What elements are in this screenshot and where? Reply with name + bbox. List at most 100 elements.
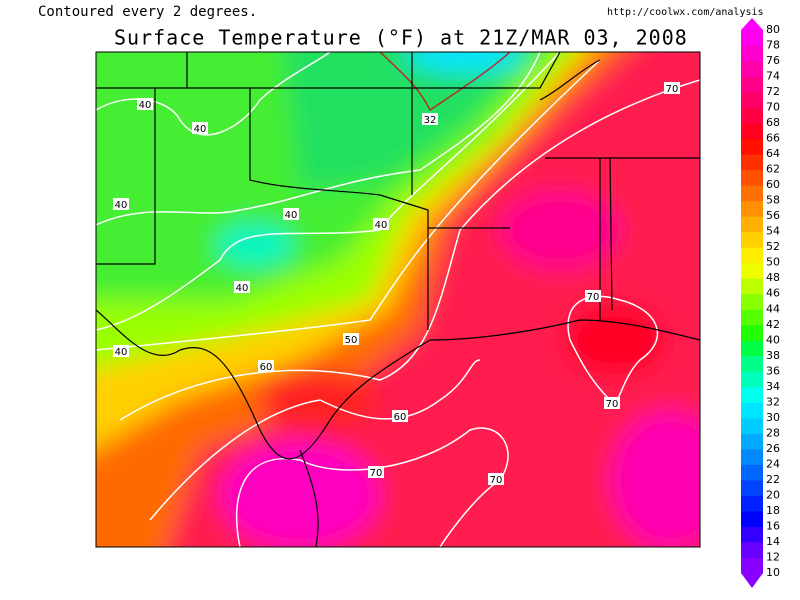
colorbar-segment xyxy=(741,169,763,186)
colorbar-label: 24 xyxy=(766,457,780,470)
colorbar-segment xyxy=(741,262,763,279)
colorbar-segment xyxy=(741,355,763,372)
colorbar-segment xyxy=(741,278,763,295)
contour-label-box xyxy=(664,82,680,94)
contour-label: 40 xyxy=(236,283,249,294)
boundaries xyxy=(96,52,700,547)
colorbar-segment xyxy=(741,123,763,140)
colorbar-label: 40 xyxy=(766,333,780,346)
contour-label-box xyxy=(392,410,408,422)
colorbar-segment xyxy=(741,154,763,171)
contour-label: 40 xyxy=(115,200,128,211)
colorbar-label: 66 xyxy=(766,132,780,145)
colorbar-segment xyxy=(741,433,763,450)
colorbar-segment xyxy=(741,448,763,465)
colorbar-segment xyxy=(741,200,763,217)
colorbar-segment xyxy=(741,402,763,419)
colorbar-segment xyxy=(741,107,763,124)
colorbar-label: 54 xyxy=(766,225,780,238)
colorbar-segment xyxy=(741,92,763,109)
colorbar-segment xyxy=(741,340,763,357)
contour-label: 60 xyxy=(260,362,273,373)
colorbar-label: 50 xyxy=(766,256,780,269)
contour-label: 70 xyxy=(666,84,679,95)
colorbar-segment xyxy=(741,541,763,558)
contour-label-box xyxy=(234,281,250,293)
colorbar-label: 28 xyxy=(766,426,780,439)
colorbar-label: 68 xyxy=(766,116,780,129)
colorbar-segment xyxy=(741,386,763,403)
title: Surface Temperature (°F) at 21Z/MAR 03, … xyxy=(114,26,688,50)
colorbar-segment xyxy=(741,76,763,93)
contour-label: 70 xyxy=(606,399,619,410)
contour-label: 40 xyxy=(375,220,388,231)
colorbar-label: 60 xyxy=(766,178,780,191)
colorbar-segment xyxy=(741,526,763,543)
colorbar-label: 26 xyxy=(766,442,780,455)
contour-label-box xyxy=(192,122,208,134)
colorbar-label: 22 xyxy=(766,473,780,486)
contour-label: 70 xyxy=(490,475,503,486)
contour-label: 40 xyxy=(115,347,128,358)
contour-label: 60 xyxy=(394,412,407,423)
colorbar-label: 14 xyxy=(766,535,780,548)
colorbar-label: 20 xyxy=(766,488,780,501)
colorbar-label: 76 xyxy=(766,54,780,67)
contour-label-box xyxy=(422,113,438,125)
colorbar-segment xyxy=(741,138,763,155)
colorbar-segment xyxy=(741,464,763,481)
contour-label-box xyxy=(368,466,384,478)
colorbar-label: 34 xyxy=(766,380,780,393)
colorbar-segment xyxy=(741,417,763,434)
colorbar-top xyxy=(741,18,763,30)
colorbar-segment xyxy=(741,557,763,574)
contour-label-box xyxy=(113,345,129,357)
contour-label-box xyxy=(373,218,389,230)
colorbar-segment xyxy=(741,61,763,78)
contour-label-box xyxy=(113,198,129,210)
contour-label-box xyxy=(488,473,504,485)
url: http://coolwx.com/analysis xyxy=(607,7,764,18)
colorbar-segment xyxy=(741,30,763,47)
colorbar-label: 36 xyxy=(766,364,780,377)
colorbar-label: 62 xyxy=(766,163,780,176)
colorbar-label: 18 xyxy=(766,504,780,517)
contour-label: 50 xyxy=(345,335,358,346)
colorbar-label: 42 xyxy=(766,318,780,331)
colorbar-label: 64 xyxy=(766,147,780,160)
colorbar-label: 10 xyxy=(766,566,780,579)
colorbar-segment xyxy=(741,371,763,388)
colorbar-segment xyxy=(741,231,763,248)
contour-label: 40 xyxy=(194,124,207,135)
note: Contoured every 2 degrees. xyxy=(38,4,257,20)
colorbar-label: 46 xyxy=(766,287,780,300)
contour-label-box xyxy=(604,397,620,409)
contour-label-box xyxy=(258,360,274,372)
colorbar-label: 44 xyxy=(766,302,780,315)
map-frame xyxy=(95,51,701,548)
contour-label: 40 xyxy=(285,210,298,221)
colorbar-label: 56 xyxy=(766,209,780,222)
colorbar-segment xyxy=(741,247,763,264)
colorbar-label: 16 xyxy=(766,519,780,532)
contour-label-box xyxy=(343,333,359,345)
colorbar-segment xyxy=(741,495,763,512)
colorbar-label: 80 xyxy=(766,23,780,36)
colorbar-segment xyxy=(741,293,763,310)
contour-label-box xyxy=(585,290,601,302)
colorbar-label: 74 xyxy=(766,70,780,83)
colorbar-label: 38 xyxy=(766,349,780,362)
colorbar-label: 12 xyxy=(766,550,780,563)
contour-label-box xyxy=(283,208,299,220)
colorbar-label: 30 xyxy=(766,411,780,424)
contour-label: 70 xyxy=(370,468,383,479)
colorbar-segment xyxy=(741,309,763,326)
colorbar-bottom xyxy=(741,573,763,588)
contour-label-box xyxy=(137,98,153,110)
colorbar-label: 70 xyxy=(766,101,780,114)
colorbar-segment xyxy=(741,510,763,527)
colorbar-label: 78 xyxy=(766,39,780,52)
colorbar-segment xyxy=(741,324,763,341)
colorbar-segment xyxy=(741,479,763,496)
